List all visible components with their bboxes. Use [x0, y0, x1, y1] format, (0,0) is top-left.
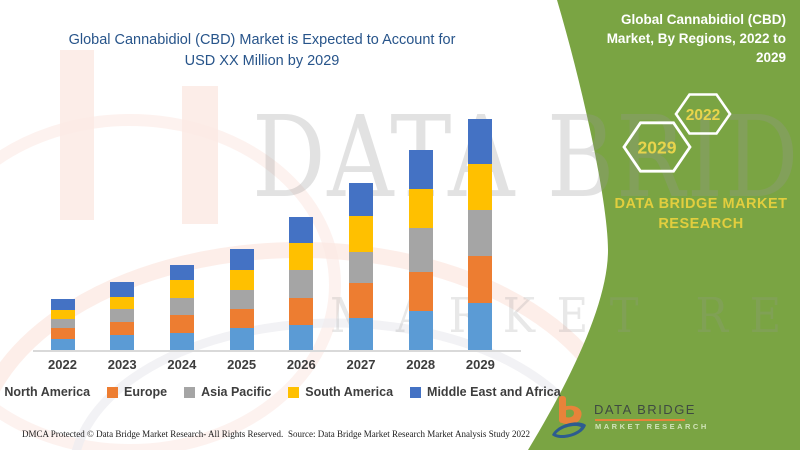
legend-label: Asia Pacific: [201, 385, 272, 399]
brand-text-line2: RESEARCH: [658, 216, 744, 232]
side-heading-line2: Market, By Regions, 2022 to: [606, 31, 786, 46]
chart-title-line1: Global Cannabidiol (CBD) Market is Expec…: [68, 32, 456, 48]
legend-swatch-icon: [107, 386, 119, 398]
legend-item-south-america: South America: [288, 385, 393, 399]
legend-item-middle-east-and-africa: Middle East and Africa: [410, 385, 561, 399]
legend-item-europe: Europe: [107, 385, 167, 399]
chart-legend: North America Europe Asia Pacific South Ame…: [4, 385, 560, 399]
legend-label: North America: [4, 385, 91, 399]
legend-swatch-icon: [288, 386, 300, 398]
legend-swatch-icon: [410, 386, 422, 398]
logo-wordmark: DATA BRIDGE: [594, 402, 696, 417]
brand-text-line1: DATA BRIDGE MARKET: [614, 196, 788, 212]
side-panel-heading: Global Cannabidiol (CBD) Market, By Regi…: [551, 10, 786, 67]
legend-swatch-icon: [184, 386, 196, 398]
data-bridge-logo-icon: [552, 396, 586, 439]
chart-title-line2: USD XX Million by 2029: [184, 53, 340, 69]
logo-divider-line: [595, 419, 685, 421]
legend-item-asia-pacific: Asia Pacific: [184, 385, 271, 399]
legend-item-north-america: North America: [0, 385, 90, 399]
x-axis-line: [33, 350, 521, 352]
legend-label: Europe: [124, 385, 168, 399]
legend-label: South America: [305, 385, 394, 399]
side-heading-line1: Global Cannabidiol (CBD): [621, 12, 786, 27]
green-panel-shape: [528, 0, 800, 450]
source-attribution-text: Source: Data Bridge Market Research Mark…: [288, 429, 530, 439]
legend-label: Middle East and Africa: [427, 385, 561, 399]
logo-subtitle: MARKET RESEARCH: [595, 422, 709, 431]
side-panel-brand-text: DATA BRIDGE MARKET RESEARCH: [612, 194, 790, 234]
side-heading-line3: 2029: [755, 50, 786, 65]
dmca-copyright-text: DMCA Protected © Data Bridge Market Rese…: [22, 429, 284, 439]
chart-title: Global Cannabidiol (CBD) Market is Expec…: [0, 30, 524, 72]
data-bridge-logo: DATA BRIDGE MARKET RESEARCH: [550, 395, 750, 443]
